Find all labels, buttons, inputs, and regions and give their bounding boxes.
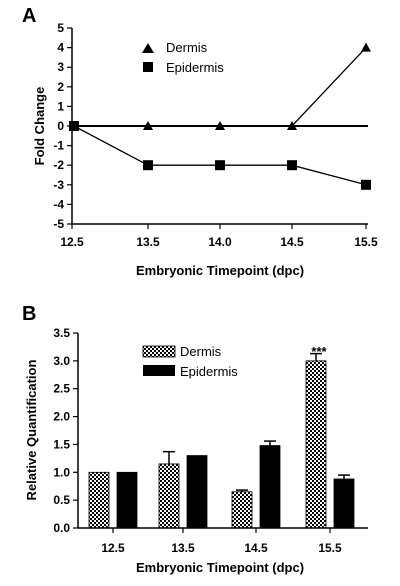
legend-b-epidermis-label: Epidermis	[180, 364, 238, 379]
chart-a-x-ticks: 12.5 13.5 14.0 14.5 15.5	[60, 224, 378, 249]
data-point-epidermis	[361, 179, 371, 190]
y-tick-label: 3	[57, 60, 64, 74]
chart-a-legend: Dermis Epidermis	[142, 40, 224, 75]
bar-dermis	[305, 360, 327, 529]
y-tick-label: 2.5	[53, 382, 70, 396]
bar-epidermis	[116, 471, 138, 529]
data-point-dermis	[215, 121, 225, 130]
y-tick-label: 1	[57, 99, 64, 113]
y-tick-label: 1.0	[53, 465, 70, 479]
bar-dermis	[231, 491, 253, 529]
chart-b-x-ticks: 12.5 13.5 14.5 15.5	[101, 528, 342, 555]
y-tick-label: 0.5	[53, 493, 70, 507]
y-tick-label: 2	[57, 80, 64, 94]
x-tick-label: 12.5	[60, 235, 84, 249]
data-point-dermis	[361, 42, 371, 52]
data-point-epidermis	[215, 160, 225, 171]
bar-epidermis	[333, 478, 355, 529]
x-tick-label: 15.5	[354, 235, 378, 249]
chart-a-ylabel: Fold Change	[32, 87, 47, 166]
chart-b-y-ticks: 3.5 3.0 2.5 2.0 1.5 1.0 0.5 0.0	[53, 326, 78, 535]
data-point-epidermis	[69, 121, 79, 131]
panel-a-label: A	[22, 5, 36, 27]
y-tick-label: -2	[53, 158, 64, 172]
y-tick-label: 4	[57, 41, 64, 55]
legend-checkered-swatch	[142, 345, 176, 358]
y-tick-label: 1.5	[53, 437, 70, 451]
bar-dermis	[88, 471, 110, 529]
y-tick-label: -1	[53, 139, 64, 153]
x-tick-label: 12.5	[101, 541, 125, 555]
chart-b-legend: Dermis Epidermis	[142, 344, 238, 379]
y-tick-label: -4	[53, 197, 64, 211]
chart-b: B 3.53.02.52.01.51.00.50.0 12.5 13.5 14.5 1…	[22, 303, 368, 575]
panel-b-label: B	[22, 303, 36, 325]
x-tick-label: 13.5	[136, 235, 160, 249]
bar-epidermis	[186, 455, 208, 529]
x-tick-label: 14.0	[208, 235, 232, 249]
legend-epidermis-label: Epidermis	[166, 60, 224, 75]
legend-dermis-label: Dermis	[166, 40, 208, 55]
legend-triangle-icon	[142, 43, 154, 53]
x-tick-label: 13.5	[171, 541, 195, 555]
chart-a-series	[69, 42, 371, 190]
bar-dermis	[158, 463, 180, 529]
legend-square-icon	[143, 62, 153, 72]
y-tick-label: 3.5	[53, 326, 70, 340]
chart-a-y-ticks: 5 4 3 2 1 0 -1 -2 -3 -4 -5	[53, 21, 72, 231]
bar-epidermis	[259, 445, 281, 529]
y-tick-label: -5	[53, 217, 64, 231]
legend-solid-swatch	[143, 365, 175, 376]
data-point-dermis	[287, 121, 297, 130]
chart-b-significance-label: ***	[311, 344, 327, 359]
chart-b-ylabel: Relative Quantification	[24, 360, 39, 501]
data-point-epidermis	[287, 160, 297, 171]
chart-a-xlabel: Embryonic Timepoint (dpc)	[136, 263, 304, 278]
y-tick-label: 3.0	[53, 354, 70, 368]
chart-b-xlabel: Embryonic Timepoint (dpc)	[136, 560, 304, 575]
x-tick-label: 14.5	[244, 541, 268, 555]
legend-b-dermis-label: Dermis	[180, 344, 222, 359]
y-tick-label: 5	[57, 21, 64, 35]
x-tick-label: 15.5	[318, 541, 342, 555]
data-point-dermis	[143, 121, 153, 130]
data-point-epidermis	[143, 160, 153, 171]
chart-b-bars	[88, 352, 355, 529]
y-tick-label: 0.0	[53, 521, 70, 535]
y-tick-label: -3	[53, 178, 64, 192]
x-tick-label: 14.5	[280, 235, 304, 249]
series-line-epidermis	[73, 125, 367, 186]
y-tick-label: 0	[57, 119, 64, 133]
y-tick-label: 2.0	[53, 410, 70, 424]
